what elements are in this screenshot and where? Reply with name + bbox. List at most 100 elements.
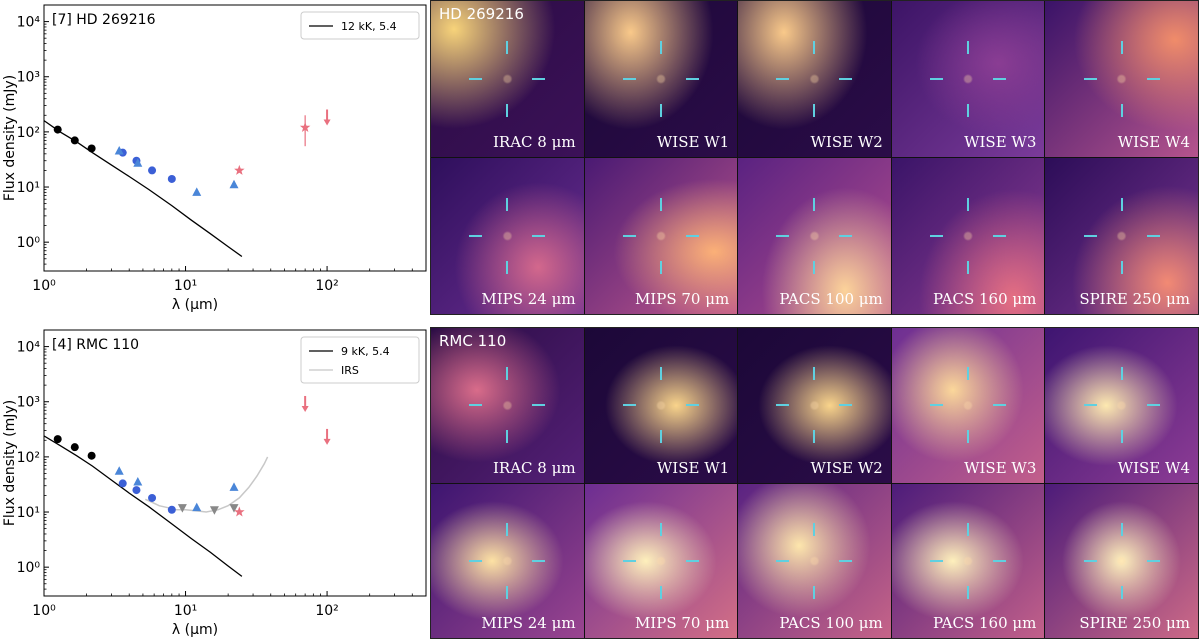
- data-point: [70, 136, 79, 145]
- crosshair-tick: [967, 585, 970, 599]
- plot-frame: [43, 4, 427, 272]
- tile-label: PACS 100 μm: [779, 614, 883, 632]
- crosshair-tick: [469, 404, 483, 407]
- crosshair-tick: [967, 198, 970, 211]
- y-tick-label: 10⁰: [17, 235, 41, 251]
- data-point-triangle: [114, 146, 124, 155]
- y-tick-label: 10⁰: [17, 560, 41, 576]
- x-tick-label: 10⁰: [32, 603, 56, 619]
- data-point: [148, 493, 157, 502]
- image-tile-wise-w1: WISE W1: [584, 328, 738, 483]
- crosshair-tick: [532, 235, 546, 237]
- tile-label: MIPS 70 μm: [634, 290, 730, 308]
- crosshair-tick: [506, 367, 509, 381]
- data-point-triangle: [229, 179, 239, 189]
- data-point: [53, 435, 62, 444]
- crosshair-tick: [813, 198, 816, 211]
- tile-label: IRAC 8 μm: [493, 458, 576, 477]
- image-tile-wise-w1: WISE W1: [584, 1, 738, 157]
- crosshair-tick: [659, 198, 662, 211]
- sed-plot-hd269216: 10⁰ 10¹ 10² 10⁰ 10¹ 10² 10³ 10⁴ λ (μm) Flux densi…: [2, 4, 427, 313]
- upper-limit-arrow: [323, 119, 331, 126]
- crosshair-tick: [685, 78, 699, 80]
- crosshair-tick: [685, 404, 699, 407]
- plot-area: [44, 395, 331, 577]
- crosshair-tick: [506, 585, 509, 599]
- crosshair-tick: [967, 261, 970, 274]
- data-point: [118, 479, 127, 488]
- data-point-triangle: [192, 187, 202, 196]
- crosshair-tick: [1120, 261, 1123, 274]
- y-tick-label: 10²: [17, 450, 40, 466]
- y-tick-label: 10¹: [17, 505, 40, 521]
- crosshair-tick: [776, 78, 790, 80]
- crosshair-tick: [469, 235, 483, 237]
- crosshair-tick: [776, 235, 790, 237]
- image-tile-pacs-160-m: PACS 160 μm: [891, 158, 1045, 314]
- crosshair-tick: [993, 404, 1007, 407]
- image-tile-pacs-100-m: PACS 100 μm: [738, 483, 891, 638]
- x-tick-label: 10⁰: [32, 278, 56, 294]
- target-name-label: RMC 110: [439, 332, 507, 350]
- plot-title: [4] RMC 110: [52, 337, 139, 353]
- tile-label: WISE W2: [810, 133, 883, 151]
- crosshair-tick: [1120, 585, 1123, 599]
- crosshair-tick: [1120, 41, 1123, 54]
- crosshair-tick: [659, 522, 662, 536]
- crosshair-tick: [659, 367, 662, 381]
- crosshair-tick: [1120, 430, 1123, 444]
- data-point: [87, 451, 96, 460]
- tile-label: WISE W4: [1117, 133, 1190, 151]
- data-point: [70, 443, 79, 452]
- data-point-star: [234, 506, 245, 517]
- crosshair-tick: [967, 430, 970, 444]
- crosshair-tick: [685, 559, 699, 562]
- crosshair-tick: [930, 559, 944, 562]
- crosshair-tick: [930, 78, 944, 80]
- data-point-star: [299, 122, 311, 132]
- data-point: [167, 174, 176, 183]
- y-tick-label: 10¹: [17, 180, 40, 196]
- data-point-star: [234, 164, 245, 175]
- crosshair-tick: [839, 78, 853, 80]
- tile-label: WISE W1: [656, 458, 730, 477]
- tile-label: PACS 160 μm: [932, 290, 1037, 308]
- crosshair-tick: [506, 198, 509, 211]
- crosshair-tick: [532, 559, 546, 562]
- crosshair-tick: [813, 585, 816, 599]
- data-point-triangle: [192, 502, 202, 512]
- crosshair-tick: [622, 235, 636, 237]
- data-point-triangle-down: [209, 506, 219, 515]
- sed-plot-rmc110: 10⁰ 10¹ 10² 10⁰ 10¹ 10² 10³ 10⁴ λ (μm) Flux densi…: [2, 329, 427, 638]
- crosshair-tick: [659, 585, 662, 599]
- tile-label: WISE W1: [656, 133, 730, 151]
- image-tile-mips-24-m: MIPS 24 μm: [431, 158, 584, 314]
- y-tick-label: 10³: [17, 70, 40, 86]
- image-tile-pacs-100-m: PACS 100 μm: [738, 158, 891, 314]
- legend-box: [300, 336, 420, 384]
- tile-label: SPIRE 250 μm: [1079, 290, 1190, 308]
- legend-label: 9 kK, 5.4: [341, 345, 390, 358]
- crosshair-tick: [1120, 104, 1123, 117]
- legend-box: [300, 11, 420, 40]
- crosshair-tick: [813, 430, 816, 444]
- x-axis-label: λ (μm): [172, 622, 218, 638]
- crosshair-tick: [659, 261, 662, 274]
- crosshair-tick: [967, 367, 970, 381]
- upper-limit-arrow: [301, 405, 309, 412]
- tile-label: WISE W2: [810, 458, 883, 477]
- crosshair-tick: [1146, 235, 1160, 237]
- x-tick-label: 10¹: [174, 603, 197, 619]
- crosshair-tick: [776, 559, 790, 562]
- tile-label: MIPS 24 μm: [481, 614, 576, 632]
- crosshair-tick: [813, 41, 816, 54]
- legend-label: 12 kK, 5.4: [341, 20, 397, 33]
- crosshair-tick: [1120, 367, 1123, 381]
- sed-plots: 10⁰ 10¹ 10² 10⁰ 10¹ 10² 10³ 10⁴ λ (μm) Flux densi…: [2, 4, 427, 638]
- image-tile-mips-24-m: MIPS 24 μm: [431, 483, 584, 638]
- x-tick-label: 10²: [315, 603, 338, 619]
- crosshair-tick: [1083, 404, 1097, 407]
- irs-spectrum-line: [144, 456, 269, 513]
- image-tile-spire-250-m: SPIRE 250 μm: [1045, 158, 1198, 314]
- tile-label: WISE W4: [1117, 458, 1190, 477]
